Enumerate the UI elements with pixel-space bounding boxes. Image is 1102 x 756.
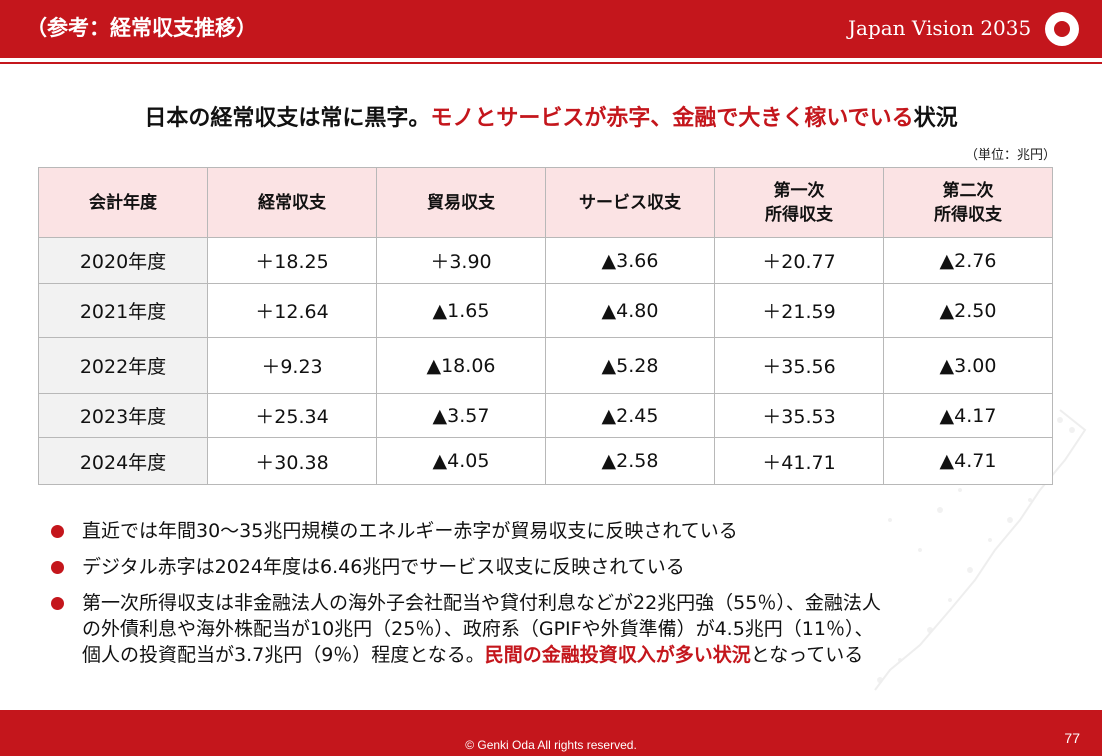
fiscal-year-cell: 2022年度 [38,337,208,394]
fiscal-year-cell: 2020年度 [38,237,208,284]
column-header: 会計年度 [38,167,208,238]
table-cell: ▲3.00 [883,337,1053,394]
column-header: 貿易収支 [376,167,546,238]
brand-title: Japan Vision 2035 [848,16,1032,40]
bullet-line: 個人の投資配当が3.7兆円（9％）程度となる。民間の金融投資収入が多い状況となっ… [82,642,1088,668]
table-cell: ▲2.76 [883,237,1053,284]
table-cell: ▲3.66 [545,237,715,284]
list-item: デジタル赤字は2024年度は6.46兆円でサービス収支に反映されている [48,554,1088,580]
japan-map-watermark-icon [874,409,1087,691]
column-header-line: 第一次 [773,180,825,201]
column-header: サービス収支 [545,167,715,238]
column-header-line: 会計年度 [89,192,157,213]
table-cell: ▲5.28 [545,337,715,394]
bullet-dot-icon [51,597,64,610]
bullet-list: 直近では年間30〜35兆円規模のエネルギー赤字が貿易収支に反映されている デジタ… [48,518,1088,678]
bullet-text: となっている [750,644,864,666]
unit-note: （単位：兆円） [964,148,1056,163]
table-row: 2024年度 ＋30.38 ▲4.05 ▲2.58 ＋41.71 ▲4.71 [38,437,1053,485]
column-header: 第一次 所得収支 [714,167,884,238]
headline-part2: 状況 [913,106,958,131]
table-cell: ▲1.65 [376,283,546,338]
column-header-line: サービス収支 [579,192,681,213]
table-cell: ＋21.59 [714,283,884,338]
bullet-dot-icon [51,525,64,538]
column-header-line: 貿易収支 [427,192,495,213]
table-row: 2023年度 ＋25.34 ▲3.57 ▲2.45 ＋35.53 ▲4.17 [38,393,1053,438]
fiscal-year-cell: 2021年度 [38,283,208,338]
bullet-line: 第一次所得収支は非金融法人の海外子会社配当や貸付利息などが22兆円強（55％）、… [82,592,881,614]
table-cell: ▲4.05 [376,437,546,485]
table-cell: ＋30.38 [207,437,377,485]
bullet-line: の外債利息や海外株配当が10兆円（25％）、政府系（GPIFや外貨準備）が4.5… [82,618,874,640]
fiscal-year-cell: 2023年度 [38,393,208,438]
table-cell: ＋41.71 [714,437,884,485]
table-cell: ＋3.90 [376,237,546,284]
table-cell: ▲4.17 [883,393,1053,438]
table-cell: ▲2.58 [545,437,715,485]
table-cell: ＋35.53 [714,393,884,438]
table-row: 2020年度 ＋18.25 ＋3.90 ▲3.66 ＋20.77 ▲2.76 [38,237,1053,284]
fiscal-year-cell: 2024年度 [38,437,208,485]
header-divider [0,62,1102,64]
bullet-line: 直近では年間30〜35兆円規模のエネルギー赤字が貿易収支に反映されている [82,520,738,542]
copyright-text: © Genki Oda All rights reserved. [465,738,637,752]
table-cell: ＋12.64 [207,283,377,338]
table-header-row: 会計年度 経常収支 貿易収支 サービス収支 第一次 所得収支 第二次 所得収支 [38,167,1053,238]
table-cell: ▲4.80 [545,283,715,338]
list-item: 第一次所得収支は非金融法人の海外子会社配当や貸付利息などが22兆円強（55％）、… [48,590,1088,668]
header-bar: （参考：経常収支推移） Japan Vision 2035 [0,0,1102,58]
headline-part1: 日本の経常収支は常に黒字。 [144,106,431,131]
headline-highlight: モノとサービスが赤字、金融で大きく稼いでいる [430,106,914,131]
table-cell: ＋18.25 [207,237,377,284]
bullet-text: 個人の投資配当が3.7兆円（9％）程度となる。 [82,644,485,666]
table-cell: ▲18.06 [376,337,546,394]
bullet-dot-icon [51,561,64,574]
page-number: 77 [1064,730,1080,746]
table-cell: ▲2.45 [545,393,715,438]
list-item: 直近では年間30〜35兆円規模のエネルギー赤字が貿易収支に反映されている [48,518,1088,544]
bullet-line: デジタル赤字は2024年度は6.46兆円でサービス収支に反映されている [82,556,685,578]
column-header-line: 第二次 [942,180,994,201]
column-header-line: 経常収支 [258,192,326,213]
table-cell: ▲3.57 [376,393,546,438]
table-cell: ▲2.50 [883,283,1053,338]
column-header: 第二次 所得収支 [883,167,1053,238]
table-cell: ＋35.56 [714,337,884,394]
column-header-line: 所得収支 [934,204,1002,225]
table-cell: ＋20.77 [714,237,884,284]
section-title: （参考：経常収支推移） [26,16,257,40]
column-header-line: 所得収支 [765,204,833,225]
footer-bar: © Genki Oda All rights reserved. 77 [0,710,1102,756]
current-account-table: 会計年度 経常収支 貿易収支 サービス収支 第一次 所得収支 第二次 所得収支 2020年度＋… [38,167,1053,485]
bullet-highlight: 民間の金融投資収入が多い状況 [484,644,751,666]
table-row: 2022年度 ＋9.23 ▲18.06 ▲5.28 ＋35.56 ▲3.00 [38,337,1053,394]
table-cell: ＋25.34 [207,393,377,438]
table-body: 2020年度 ＋18.25 ＋3.90 ▲3.66 ＋20.77 ▲2.76 2021年度＋… [38,237,1053,485]
table-row: 2021年度 ＋12.64 ▲1.65 ▲4.80 ＋21.59 ▲2.50 [38,283,1053,338]
table-cell: ▲4.71 [883,437,1053,485]
brand-logo-icon [1045,12,1079,46]
table-cell: ＋9.23 [207,337,377,394]
slide-headline: 日本の経常収支は常に黒字。モノとサービスが赤字、金融で大きく稼いでいる状況 [0,100,1102,132]
column-header: 経常収支 [207,167,377,238]
